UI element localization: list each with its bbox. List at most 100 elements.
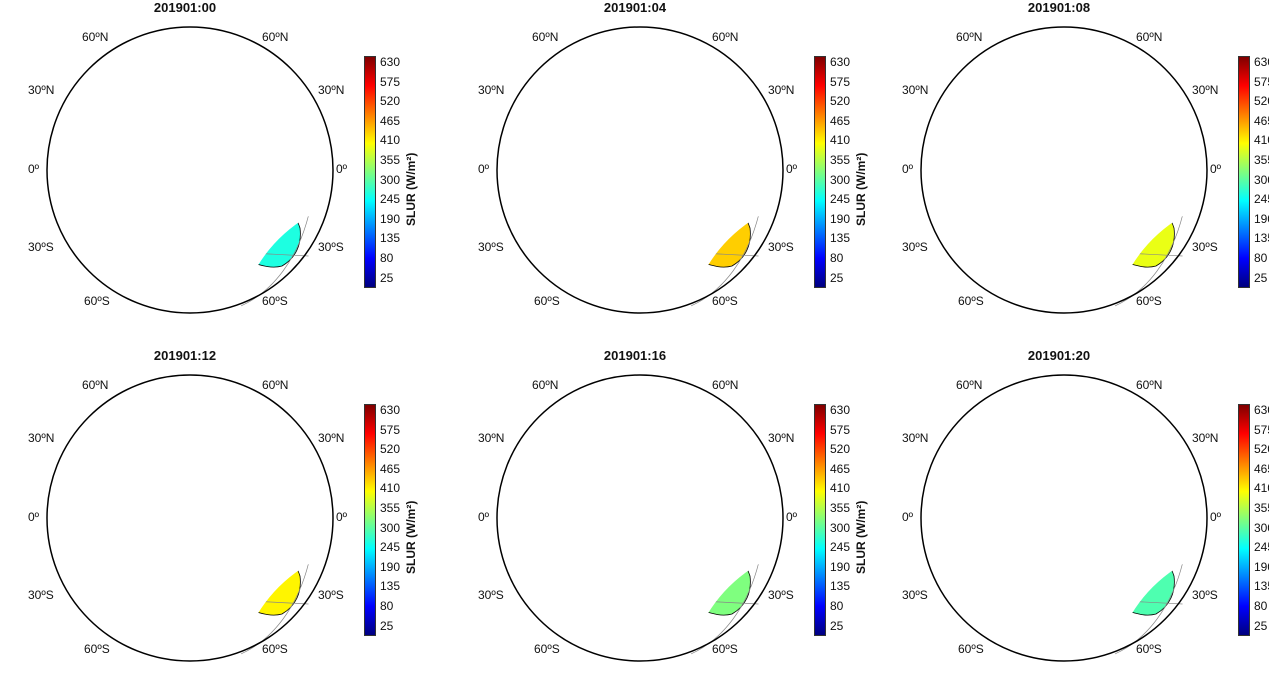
orthographic-globe xyxy=(46,374,334,662)
colorbar-tick-label: 245 xyxy=(380,192,401,207)
latitude-label: 30ºN xyxy=(28,431,55,445)
colorbar-tick-label: 410 xyxy=(380,133,401,148)
colorbar-tick-label: 135 xyxy=(1254,231,1269,246)
colorbar-tick-label: 575 xyxy=(830,422,851,437)
latitude-label: 30ºS xyxy=(478,588,504,602)
latitude-label: 60ºN xyxy=(262,378,289,392)
latitude-label: 0º xyxy=(1210,162,1222,176)
globe-outline xyxy=(920,374,1208,662)
orthographic-globe xyxy=(496,26,784,314)
colorbar-tick-label: 245 xyxy=(1254,540,1269,555)
colorbar-tick-label: 355 xyxy=(1254,501,1269,515)
latitude-label: 30ºS xyxy=(902,588,928,602)
orthographic-globe xyxy=(920,374,1208,662)
colorbar-tick-label: 190 xyxy=(830,559,851,574)
globe-outline xyxy=(46,26,334,314)
colorbar-tick-label: 300 xyxy=(380,520,401,535)
latitude-label: 60ºS xyxy=(712,642,738,656)
map-panel: 201901:04 60ºN 60ºN 30ºN 30ºN 0º 0º 30ºS 30ºS 60º… xyxy=(450,0,873,332)
panel-title: 201901:20 xyxy=(1027,348,1091,363)
colorbar-tick-label: 465 xyxy=(1254,113,1269,128)
latitude-label: 30ºS xyxy=(318,240,344,254)
latitude-line xyxy=(687,589,759,605)
colorbar xyxy=(814,404,826,636)
colorbar-tick-label: 355 xyxy=(380,153,401,167)
colorbar-tick-label: 520 xyxy=(380,442,401,457)
latitude-line xyxy=(1111,241,1183,257)
latitude-label: 30ºS xyxy=(1192,588,1218,602)
colorbar-tick-label: 135 xyxy=(380,231,401,246)
colorbar-tick-label: 465 xyxy=(1254,461,1269,476)
map-panel: 201901:16 60ºN 60ºN 30ºN 30ºN 0º 0º 30ºS 30ºS 60º… xyxy=(450,348,873,680)
colorbar-tick-label: 80 xyxy=(1254,599,1268,613)
latitude-label: 60ºN xyxy=(956,30,983,44)
colorbar xyxy=(1238,404,1250,636)
colorbar-tick-label: 80 xyxy=(830,599,844,613)
latitude-label: 60ºS xyxy=(534,294,560,308)
colorbar-tick-label: 80 xyxy=(380,251,394,265)
panel-title: 201901:12 xyxy=(153,348,217,363)
latitude-label: 60ºN xyxy=(1136,378,1163,392)
globe-outline xyxy=(496,26,784,314)
latitude-label: 0º xyxy=(1210,510,1222,524)
colorbar-tick-label: 25 xyxy=(1254,270,1268,285)
colorbar-tick-label: 245 xyxy=(380,540,401,555)
latitude-label: 60ºS xyxy=(534,642,560,656)
colorbar-tick-label: 465 xyxy=(830,113,851,128)
colorbar-tick-label: 575 xyxy=(1254,422,1269,437)
latitude-label: 30ºN xyxy=(478,83,505,97)
latitude-label: 30ºN xyxy=(1192,431,1219,445)
latitude-label: 0º xyxy=(336,162,348,176)
colorbar-tick-label: 300 xyxy=(830,520,851,535)
latitude-label: 60ºS xyxy=(262,642,288,656)
colorbar-tick-label: 190 xyxy=(380,211,401,226)
colorbar xyxy=(364,404,376,636)
orthographic-globe xyxy=(496,374,784,662)
colorbar-tick-label: 575 xyxy=(830,74,851,89)
latitude-label: 60ºN xyxy=(712,378,739,392)
latitude-label: 30ºN xyxy=(318,431,345,445)
colorbar xyxy=(814,56,826,288)
latitude-label: 30ºS xyxy=(28,588,54,602)
latitude-label: 30ºN xyxy=(1192,83,1219,97)
colorbar-tick-label: 410 xyxy=(830,481,851,496)
latitude-label: 30ºN xyxy=(318,83,345,97)
latitude-label: 30ºS xyxy=(478,240,504,254)
latitude-label: 0º xyxy=(902,510,914,524)
map-panel: 201901:20 60ºN 60ºN 30ºN 30ºN 0º 0º 30ºS 30ºS 60º… xyxy=(874,348,1269,680)
colorbar-tick-label: 300 xyxy=(1254,172,1269,187)
colorbar-label: SLUR (W/m²) xyxy=(854,500,868,574)
latitude-label: 0º xyxy=(28,510,40,524)
colorbar-tick-label: 575 xyxy=(380,422,401,437)
colorbar-tick-label: 355 xyxy=(380,501,401,515)
colorbar-tick-label: 410 xyxy=(1254,481,1269,496)
colorbar-tick-label: 25 xyxy=(380,618,394,633)
colorbar-tick-label: 520 xyxy=(380,94,401,109)
colorbar-tick-label: 80 xyxy=(1254,251,1268,265)
latitude-label: 30ºN xyxy=(768,83,795,97)
map-panel: 201901:08 60ºN 60ºN 30ºN 30ºN 0º 0º 30ºS 30ºS 60º… xyxy=(874,0,1269,332)
latitude-label: 60ºS xyxy=(1136,294,1162,308)
panel-title: 201901:16 xyxy=(603,348,667,363)
colorbar xyxy=(364,56,376,288)
colorbar-tick-label: 25 xyxy=(830,618,844,633)
latitude-line xyxy=(687,241,759,257)
colorbar-tick-label: 630 xyxy=(1254,403,1269,417)
panel-title: 201901:00 xyxy=(153,0,217,15)
latitude-label: 30ºS xyxy=(318,588,344,602)
colorbar-tick-label: 575 xyxy=(1254,74,1269,89)
latitude-label: 30ºN xyxy=(768,431,795,445)
colorbar-label: SLUR (W/m²) xyxy=(404,152,418,226)
colorbar-tick-label: 465 xyxy=(830,461,851,476)
latitude-label: 30ºS xyxy=(1192,240,1218,254)
latitude-label: 60ºS xyxy=(84,294,110,308)
latitude-label: 30ºS xyxy=(768,240,794,254)
panel-title: 201901:08 xyxy=(1027,0,1091,15)
colorbar-tick-label: 520 xyxy=(1254,94,1269,109)
latitude-label: 60ºS xyxy=(1136,642,1162,656)
latitude-label: 0º xyxy=(902,162,914,176)
colorbar-tick-label: 300 xyxy=(380,172,401,187)
map-panel: 201901:12 60ºN 60ºN 30ºN 30ºN 0º 0º 30ºS 30ºS 60º… xyxy=(0,348,423,680)
globe-outline xyxy=(46,374,334,662)
latitude-label: 60ºS xyxy=(958,642,984,656)
